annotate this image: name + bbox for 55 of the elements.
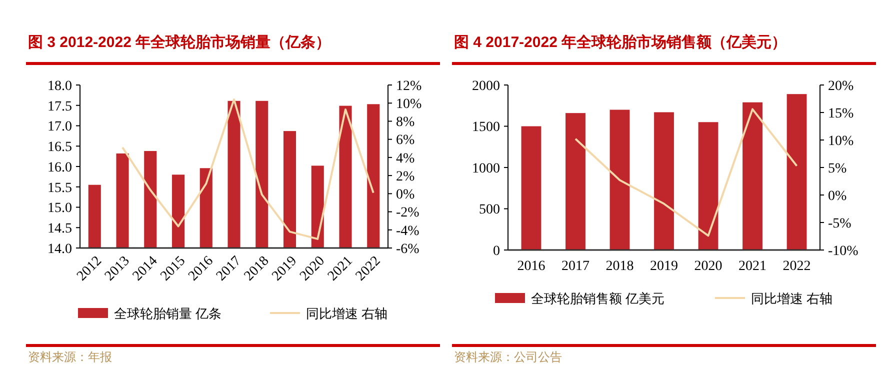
y2-tick-label: 0% <box>396 188 415 203</box>
bar <box>521 126 542 250</box>
text: 资料来源：年报 <box>28 350 112 364</box>
y2-tick-label: 0% <box>828 188 847 204</box>
y2-tick-label: 10% <box>396 97 422 112</box>
y-tick-label: 14.5 <box>48 222 72 237</box>
y-tick-label: 18.0 <box>48 78 72 94</box>
legend-label: 同比增速 右轴 <box>306 306 388 321</box>
line-series <box>122 98 374 240</box>
bar <box>742 102 762 250</box>
y-tick-label: 15.0 <box>48 201 72 216</box>
y-tick-label: 0 <box>493 244 500 259</box>
chart-title: 图 3 2012-2022 年全球轮胎市场销量（亿条） <box>28 33 331 51</box>
y2-tick-label: -5% <box>828 216 852 232</box>
y2-tick-label: -10% <box>828 244 859 259</box>
y2-tick-label: 20% <box>828 78 854 94</box>
line-series <box>574 108 798 237</box>
y-tick-label: 2000 <box>472 78 500 94</box>
y-tick-label: 16.0 <box>48 160 72 176</box>
y2-tick-label: 8% <box>396 115 415 130</box>
legend-label: 全球轮胎销量 亿条 <box>114 306 222 321</box>
y-tick-label: 1000 <box>472 161 500 176</box>
y2-tick-label: 6% <box>396 133 415 148</box>
y2-tick-label: 12% <box>396 78 422 94</box>
x-tick-label: 2016 <box>517 259 546 274</box>
y2-tick-label: 15% <box>828 106 854 122</box>
chart-title: 图 4 2017-2022 年全球轮胎市场销售额（亿美元） <box>454 33 787 51</box>
bar <box>654 112 674 250</box>
y-tick-label: 500 <box>479 202 500 218</box>
x-tick-label: 2022 <box>782 259 811 274</box>
y2-tick-label: 2% <box>396 169 415 184</box>
x-tick-label: 2017 <box>561 259 590 274</box>
y2-tick-label: 5% <box>828 161 847 176</box>
y2-tick-label: -2% <box>396 206 420 221</box>
y2-tick-label: 4% <box>396 151 415 166</box>
y-tick-label: 15.5 <box>48 180 72 196</box>
x-tick-label: 2020 <box>694 259 722 274</box>
text: 资料来源：公司公告 <box>454 350 562 364</box>
bar <box>698 122 718 250</box>
x-tick-label: 2018 <box>606 259 634 274</box>
y2-tick-label: -4% <box>396 224 420 239</box>
y-tick-label: 14.0 <box>48 242 72 257</box>
y2-tick-label: 10% <box>828 134 854 149</box>
x-tick-label: 2019 <box>650 259 678 274</box>
bar <box>566 113 586 250</box>
legend-label: 全球轮胎销售额 亿美元 <box>531 291 665 306</box>
y-tick-label: 16.5 <box>48 140 72 156</box>
bar <box>786 94 807 250</box>
y2-tick-label: -6% <box>396 242 420 257</box>
y-tick-label: 17.0 <box>48 120 72 135</box>
x-tick-label: 2021 <box>738 259 767 274</box>
legend-label: 同比增速 右轴 <box>751 291 833 306</box>
y-tick-label: 17.5 <box>48 99 72 114</box>
bar <box>610 110 630 250</box>
y-tick-label: 1500 <box>472 120 500 136</box>
